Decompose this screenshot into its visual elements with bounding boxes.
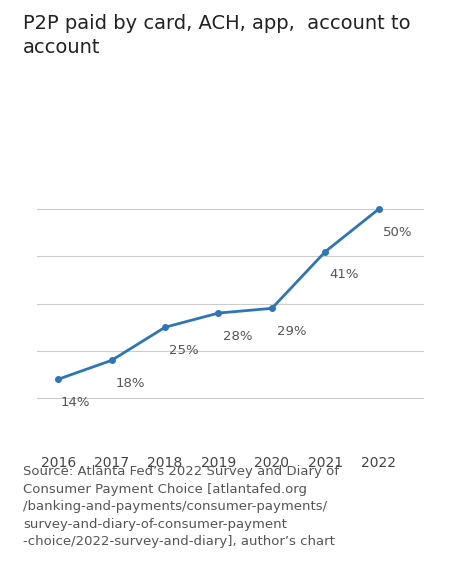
Text: 28%: 28% xyxy=(223,329,252,343)
Text: 29%: 29% xyxy=(277,325,307,338)
Text: 50%: 50% xyxy=(383,226,413,239)
Text: 14%: 14% xyxy=(61,396,90,409)
Text: Source: Atlanta Fed’s 2022 Survey and Diary of
Consumer Payment Choice [atlantaf: Source: Atlanta Fed’s 2022 Survey and Di… xyxy=(23,465,339,548)
Text: 41%: 41% xyxy=(330,268,359,281)
Text: 25%: 25% xyxy=(169,344,199,357)
Text: P2P paid by card, ACH, app,  account to
account: P2P paid by card, ACH, app, account to a… xyxy=(23,14,411,57)
Text: 18%: 18% xyxy=(116,377,145,390)
